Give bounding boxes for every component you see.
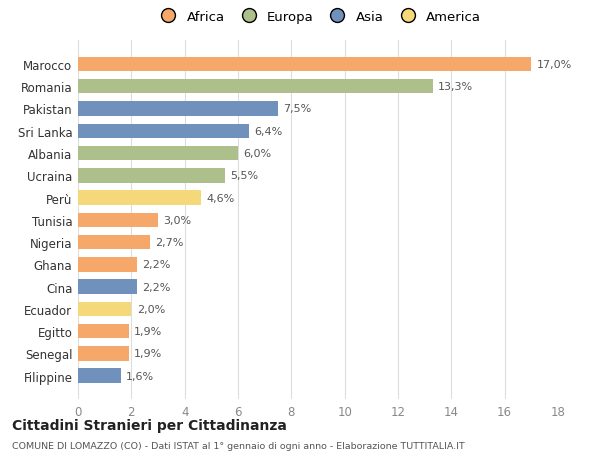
Bar — [78, 369, 121, 383]
Bar — [78, 347, 128, 361]
Bar — [78, 124, 248, 139]
Text: 2,2%: 2,2% — [142, 282, 170, 292]
Text: 6,4%: 6,4% — [254, 127, 282, 136]
Bar — [78, 302, 131, 316]
Text: Cittadini Stranieri per Cittadinanza: Cittadini Stranieri per Cittadinanza — [12, 418, 287, 431]
Bar — [78, 257, 137, 272]
Text: 3,0%: 3,0% — [163, 215, 191, 225]
Bar — [78, 280, 137, 294]
Text: 1,9%: 1,9% — [134, 349, 162, 358]
Bar — [78, 146, 238, 161]
Text: 2,0%: 2,0% — [137, 304, 165, 314]
Bar — [78, 102, 278, 117]
Bar — [78, 168, 224, 183]
Text: 5,5%: 5,5% — [230, 171, 258, 181]
Text: 13,3%: 13,3% — [438, 82, 473, 92]
Bar — [78, 80, 433, 94]
Text: 2,2%: 2,2% — [142, 260, 170, 270]
Text: 7,5%: 7,5% — [283, 104, 311, 114]
Text: 2,7%: 2,7% — [155, 238, 184, 247]
Text: 17,0%: 17,0% — [536, 60, 572, 70]
Text: 1,9%: 1,9% — [134, 326, 162, 336]
Bar — [78, 324, 128, 339]
Bar — [78, 191, 200, 205]
Text: COMUNE DI LOMAZZO (CO) - Dati ISTAT al 1° gennaio di ogni anno - Elaborazione TU: COMUNE DI LOMAZZO (CO) - Dati ISTAT al 1… — [12, 441, 465, 450]
Text: 1,6%: 1,6% — [126, 371, 154, 381]
Text: 6,0%: 6,0% — [244, 149, 271, 159]
Legend: Africa, Europa, Asia, America: Africa, Europa, Asia, America — [151, 7, 485, 28]
Bar — [78, 57, 532, 72]
Bar — [78, 235, 150, 250]
Text: 4,6%: 4,6% — [206, 193, 234, 203]
Bar — [78, 213, 158, 228]
